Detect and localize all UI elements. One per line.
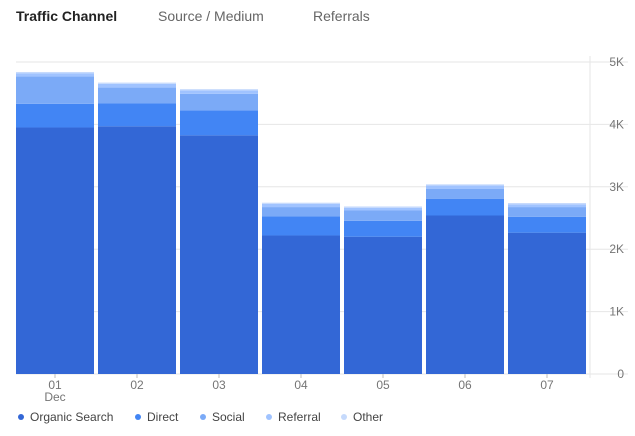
x-tick-label: 07 — [540, 378, 554, 392]
bar-segment-organic-search[interactable] — [262, 235, 340, 374]
bar-segment-social[interactable] — [344, 210, 422, 221]
bar-segment-organic-search[interactable] — [426, 215, 504, 374]
bar-segment-direct[interactable] — [180, 110, 258, 136]
legend-dot-icon — [341, 414, 347, 420]
bar-segment-organic-search[interactable] — [98, 126, 176, 374]
bar-segment-referral[interactable] — [344, 207, 422, 211]
bar-segment-referral[interactable] — [98, 83, 176, 88]
y-tick-label: 4K — [609, 117, 624, 131]
bar-segment-direct[interactable] — [16, 103, 94, 128]
bar-segment-social[interactable] — [426, 188, 504, 199]
bar-segment-social[interactable] — [98, 87, 176, 104]
legend-dot-icon — [135, 414, 141, 420]
tab-referrals[interactable]: Referrals — [313, 8, 370, 24]
x-tick-label: 02 — [130, 378, 144, 392]
bar-segment-referral[interactable] — [426, 185, 504, 189]
x-tick-label: 03 — [212, 378, 226, 392]
legend-item[interactable]: Organic Search — [18, 410, 113, 424]
bar-segment-direct[interactable] — [426, 198, 504, 216]
tab-source-medium[interactable]: Source / Medium — [158, 8, 264, 24]
x-tick-sublabel: Dec — [44, 390, 65, 404]
bar-segment-social[interactable] — [508, 207, 586, 217]
legend-item[interactable]: Social — [200, 410, 245, 424]
bar-segment-social[interactable] — [180, 93, 258, 111]
x-tick-label: 05 — [376, 378, 390, 392]
legend-label: Organic Search — [30, 410, 114, 424]
bar-segment-organic-search[interactable] — [16, 127, 94, 375]
bar-segment-referral[interactable] — [262, 203, 340, 208]
bar-segment-direct[interactable] — [262, 216, 340, 236]
bar-segment-organic-search[interactable] — [344, 236, 422, 374]
bar-segment-referral[interactable] — [508, 204, 586, 208]
bar-segment-other[interactable] — [180, 89, 258, 91]
bar-segment-organic-search[interactable] — [508, 232, 586, 374]
legend-item[interactable]: Direct — [135, 410, 178, 424]
bar-segment-other[interactable] — [508, 203, 586, 205]
y-tick-label: 5K — [609, 55, 624, 69]
bar-segment-direct[interactable] — [508, 216, 586, 233]
bar-segment-social[interactable] — [16, 76, 94, 104]
legend-dot-icon — [18, 414, 24, 420]
legend-item[interactable]: Referral — [266, 410, 321, 424]
legend-label: Referral — [278, 410, 321, 424]
legend-label: Direct — [147, 410, 179, 424]
y-tick-label: 2K — [609, 242, 624, 256]
bar-segment-referral[interactable] — [180, 90, 258, 94]
bar-segment-referral[interactable] — [16, 73, 94, 77]
y-tick-label: 3K — [609, 180, 624, 194]
x-tick-label: 06 — [458, 378, 472, 392]
bar-segment-other[interactable] — [344, 206, 422, 208]
y-axis-ticks: 0 1K 2K 3K 4K 5K — [609, 55, 624, 381]
bar-segment-other[interactable] — [98, 82, 176, 84]
legend-dot-icon — [200, 414, 206, 420]
y-tick-label: 0 — [617, 367, 624, 381]
bar-segment-other[interactable] — [16, 71, 94, 74]
bars-group — [16, 71, 586, 375]
legend-item[interactable]: Other — [341, 410, 383, 424]
legend-dot-icon — [266, 414, 272, 420]
bar-segment-direct[interactable] — [344, 220, 422, 237]
bar-segment-other[interactable] — [426, 184, 504, 186]
bar-segment-organic-search[interactable] — [180, 135, 258, 374]
tab-bar: Traffic Channel Source / Medium Referral… — [0, 0, 635, 34]
y-tick-label: 1K — [609, 305, 624, 319]
bar-segment-social[interactable] — [262, 207, 340, 217]
x-tick-label: 01 — [48, 378, 62, 392]
legend-label: Social — [212, 410, 245, 424]
x-tick-label: 04 — [294, 378, 308, 392]
bar-segment-other[interactable] — [262, 202, 340, 204]
tab-traffic-channel[interactable]: Traffic Channel — [16, 8, 118, 24]
legend-label: Other — [353, 410, 384, 424]
bar-segment-direct[interactable] — [98, 103, 176, 127]
